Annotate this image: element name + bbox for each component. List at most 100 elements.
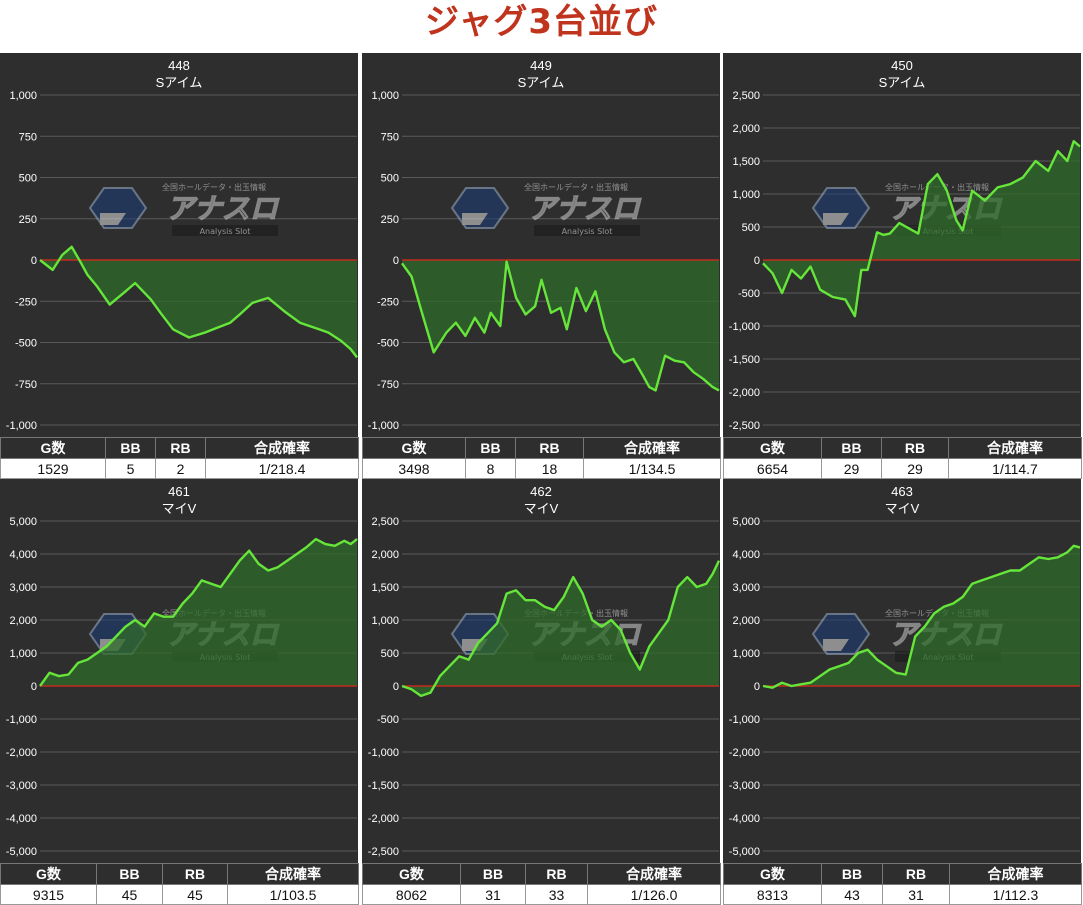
y-tick-label: -1,000 [6, 714, 37, 726]
series-line [401, 260, 720, 392]
y-tick-label: 1,500 [371, 582, 399, 594]
chart-panel: 450 Sアイム 2,500 2,000 1,500 1,000 500 0 -500 -1,00… [723, 53, 1082, 479]
y-tick-label: 2,500 [371, 516, 399, 528]
chart-title: 450 [891, 58, 913, 73]
y-tick-label: -750 [15, 379, 37, 391]
stat-rb: 18 [515, 458, 584, 479]
stat-rate: 1/112.3 [949, 884, 1082, 905]
stat-games: 9315 [0, 884, 97, 905]
y-tick-label: 500 [381, 648, 399, 660]
stat-rb: 45 [162, 884, 228, 905]
chart-panel: 449 Sアイム 1,000 750 500 250 0 -250 -500 -750 -1,000… [362, 53, 721, 479]
y-tick-label: 2,000 [732, 615, 760, 627]
y-tick-label: 2,000 [732, 123, 760, 135]
logo-stripe-icon [823, 213, 849, 225]
series-line [39, 245, 358, 359]
y-tick-label: 0 [754, 681, 760, 693]
header-rb: RB [881, 437, 949, 459]
header-games: G数 [0, 437, 106, 459]
stat-bb: 5 [105, 458, 156, 479]
stat-bb: 8 [465, 458, 516, 479]
area-fill [402, 560, 719, 696]
page-title: ジャグ3台並び [425, 2, 658, 42]
y-tick-label: 500 [19, 173, 37, 185]
header-bb: BB [105, 437, 156, 459]
series-line [401, 560, 720, 698]
header-rb: RB [162, 863, 228, 885]
header-games: G数 [0, 863, 97, 885]
chart-title: 462 [530, 484, 552, 499]
chart-title: 449 [530, 58, 552, 73]
stats-table: G数 BB RB 合成確率 3498 8 18 1/134.5 [362, 437, 721, 479]
area-fill [763, 545, 1080, 688]
header-rate: 合成確率 [949, 863, 1082, 885]
stats-table: G数 BB RB 合成確率 8062 31 33 1/126.0 [362, 863, 721, 905]
y-tick-label: 2,000 [9, 615, 37, 627]
y-tick-label: -1,500 [729, 354, 760, 366]
y-tick-label: 1,000 [371, 615, 399, 627]
stat-games: 1529 [0, 458, 106, 479]
y-tick-label: 1,000 [371, 90, 399, 102]
stat-bb: 29 [821, 458, 882, 479]
stat-games: 8313 [723, 884, 822, 905]
y-tick-label: -2,000 [6, 747, 37, 759]
stat-rb: 33 [525, 884, 588, 905]
series-line [39, 537, 358, 687]
y-tick-label: -250 [15, 296, 37, 308]
y-tick-label: -2,500 [368, 846, 399, 858]
stat-rb: 29 [881, 458, 949, 479]
chart-panel: 461 マイV 5,000 4,000 3,000 2,000 1,000 0 -1,000 -2… [0, 479, 359, 905]
chart-title: 448 [168, 58, 190, 73]
header-games: G数 [723, 437, 822, 459]
stat-games: 8062 [362, 884, 461, 905]
header-bb: BB [821, 863, 883, 885]
y-tick-label: 750 [381, 131, 399, 143]
y-tick-label: 3,000 [732, 582, 760, 594]
stat-bb: 45 [96, 884, 163, 905]
y-tick-label: -2,000 [368, 813, 399, 825]
series-line [762, 544, 1081, 689]
header-games: G数 [362, 863, 461, 885]
y-tick-label: -500 [15, 338, 37, 350]
y-tick-label: 0 [31, 255, 37, 267]
line-chart: 450 Sアイム 2,500 2,000 1,500 1,000 500 0 -500 -1,00… [729, 58, 1081, 432]
watermark-subtitle: 全国ホールデータ・出玉情報 [162, 182, 266, 192]
chart-subtitle: Sアイム [879, 75, 926, 90]
chart-subtitle: マイV [162, 501, 197, 516]
y-tick-label: -500 [377, 714, 399, 726]
line-chart: 463 マイV 5,000 4,000 3,000 2,000 1,000 0 -1,000 -2… [729, 484, 1081, 858]
chart-title: 461 [168, 484, 190, 499]
y-tick-label: -750 [377, 379, 399, 391]
chart-subtitle: Sアイム [156, 75, 203, 90]
chart-panel: 448 Sアイム 1,000 750 500 250 0 -250 -500 -750 -1,000… [0, 53, 359, 479]
header-rate: 合成確率 [948, 437, 1082, 459]
y-tick-label: -1,000 [729, 321, 760, 333]
y-tick-label: -5,000 [6, 846, 37, 858]
stat-rb: 31 [882, 884, 950, 905]
y-tick-label: -4,000 [729, 813, 760, 825]
header-rb: RB [515, 437, 584, 459]
y-tick-label: 250 [381, 214, 399, 226]
line-chart: 448 Sアイム 1,000 750 500 250 0 -250 -500 -750 -1,000… [6, 58, 358, 432]
y-tick-label: 0 [393, 255, 399, 267]
y-tick-label: 0 [754, 255, 760, 267]
chart-subtitle: Sアイム [518, 75, 565, 90]
y-tick-label: 1,500 [732, 156, 760, 168]
header-rb: RB [155, 437, 206, 459]
y-tick-label: -500 [738, 288, 760, 300]
y-tick-label: 1,000 [9, 90, 37, 102]
watermark-brand: アナスロ [528, 192, 641, 225]
stat-rate: 1/218.4 [205, 458, 359, 479]
stat-games: 6654 [723, 458, 822, 479]
y-tick-label: -1,000 [368, 420, 399, 432]
y-tick-label: 0 [31, 681, 37, 693]
y-tick-label: 0 [393, 681, 399, 693]
chart-subtitle: マイV [524, 501, 559, 516]
stat-bb: 31 [460, 884, 526, 905]
stats-table: G数 BB RB 合成確率 8313 43 31 1/112.3 [723, 863, 1082, 905]
stat-rate: 1/126.0 [587, 884, 721, 905]
y-tick-label: 1,000 [732, 189, 760, 201]
y-tick-label: -1,000 [6, 420, 37, 432]
logo-stripe-icon [823, 639, 849, 651]
